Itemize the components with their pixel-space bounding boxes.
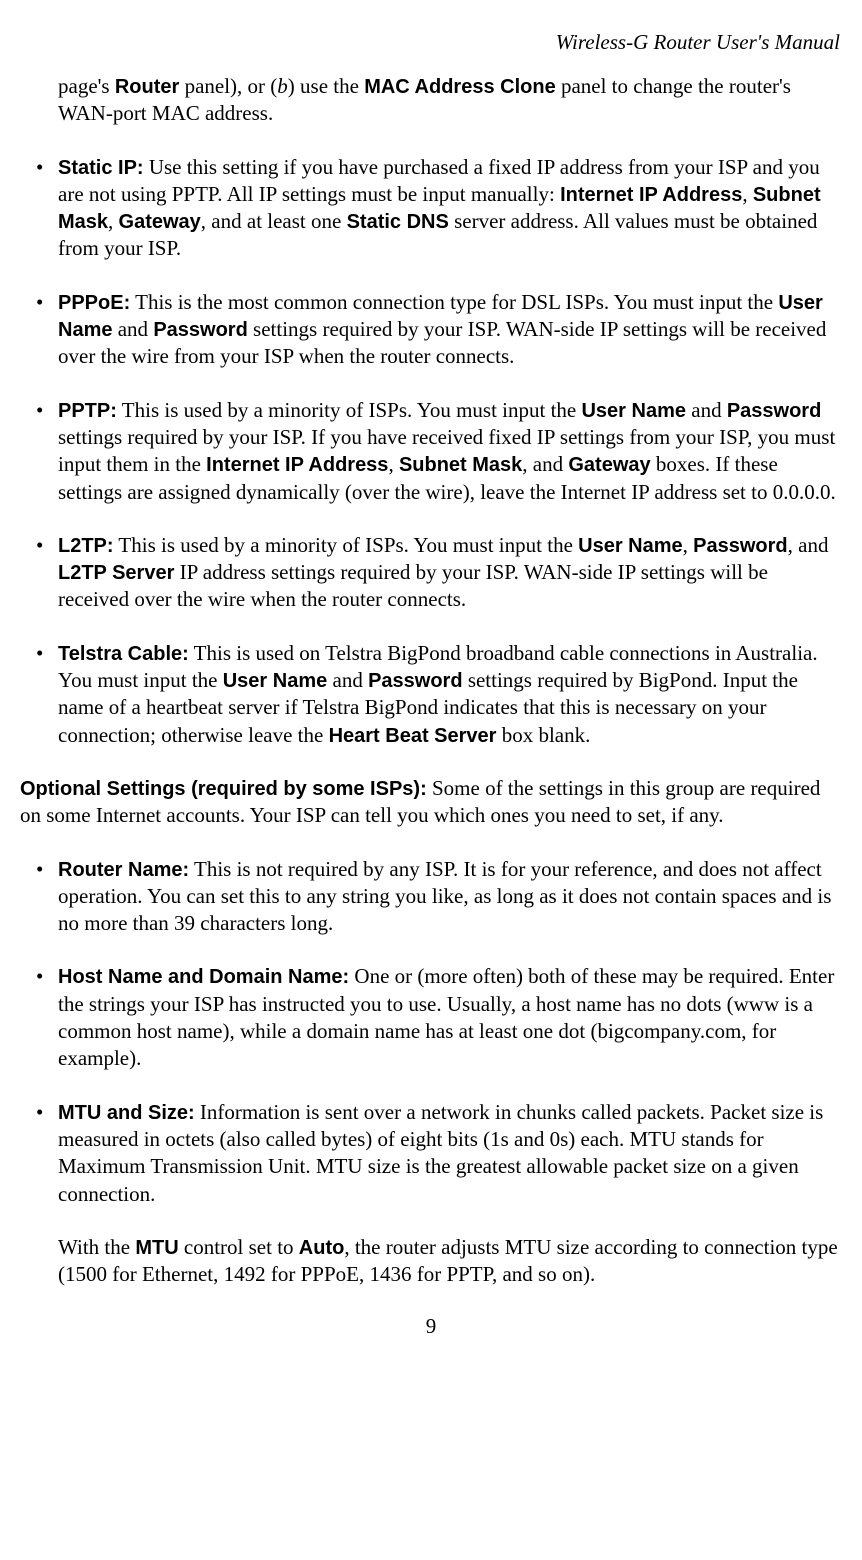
text: , bbox=[742, 182, 753, 206]
bold: MTU bbox=[135, 1237, 178, 1259]
bold: Auto bbox=[299, 1237, 345, 1259]
bold: Password bbox=[368, 670, 462, 692]
optional-settings-paragraph: Optional Settings (required by some ISPs… bbox=[20, 775, 842, 830]
bold: Internet IP Address bbox=[206, 454, 388, 476]
page-content: page's Router panel), or (b) use the MAC… bbox=[20, 73, 842, 1288]
bold: Gateway bbox=[568, 454, 650, 476]
bullet-label: Static IP: bbox=[58, 157, 144, 179]
bold: Static DNS bbox=[347, 211, 449, 233]
page-number: 9 bbox=[20, 1314, 842, 1339]
bold: Internet IP Address bbox=[560, 184, 742, 206]
bullet-label: Telstra Cable: bbox=[58, 643, 189, 665]
bold: User Name bbox=[578, 535, 683, 557]
page-header: Wireless-G Router User's Manual bbox=[20, 30, 842, 55]
optional-label: Optional Settings (required by some ISPs… bbox=[20, 778, 427, 800]
bullet-mtu-size: MTU and Size: Information is sent over a… bbox=[38, 1099, 842, 1208]
bullet-l2tp: L2TP: This is used by a minority of ISPs… bbox=[38, 532, 842, 614]
bullet-telstra: Telstra Cable: This is used on Telstra B… bbox=[38, 640, 842, 749]
bold: Password bbox=[693, 535, 787, 557]
text: , and bbox=[788, 533, 829, 557]
bullet-host-domain: Host Name and Domain Name: One or (more … bbox=[38, 963, 842, 1072]
text: , bbox=[108, 209, 119, 233]
text: and bbox=[686, 398, 727, 422]
bullet-label: PPTP: bbox=[58, 400, 117, 422]
text: , bbox=[683, 533, 694, 557]
bold: User Name bbox=[581, 400, 686, 422]
bullet-label: PPPoE: bbox=[58, 292, 130, 314]
bold: Subnet Mask bbox=[399, 454, 522, 476]
text: page's bbox=[58, 74, 115, 98]
text: ) use the bbox=[288, 74, 364, 98]
bullet-label: MTU and Size: bbox=[58, 1102, 195, 1124]
text: This is used by a minority of ISPs. You … bbox=[117, 398, 582, 422]
document-page: Wireless-G Router User's Manual page's R… bbox=[0, 0, 862, 1359]
text: With the bbox=[58, 1235, 135, 1259]
bullet-label: L2TP: bbox=[58, 535, 114, 557]
bold: L2TP Server bbox=[58, 562, 174, 584]
bullet-label: Host Name and Domain Name: bbox=[58, 966, 349, 988]
text: This is used by a minority of ISPs. You … bbox=[114, 533, 579, 557]
text: panel), or ( bbox=[179, 74, 277, 98]
bold: Heart Beat Server bbox=[329, 725, 497, 747]
text: and bbox=[112, 317, 153, 341]
bold: Gateway bbox=[119, 211, 201, 233]
text: This is the most common connection type … bbox=[130, 290, 778, 314]
text: , and at least one bbox=[201, 209, 347, 233]
bullet-label: Router Name: bbox=[58, 859, 189, 881]
text: control set to bbox=[179, 1235, 299, 1259]
bullet-static-ip: Static IP: Use this setting if you have … bbox=[38, 154, 842, 263]
bold: Password bbox=[727, 400, 821, 422]
bold-router: Router bbox=[115, 76, 179, 98]
text: box blank. bbox=[496, 723, 590, 747]
bold: Password bbox=[153, 319, 247, 341]
text: , and bbox=[522, 452, 568, 476]
text: , bbox=[388, 452, 399, 476]
bullet-pppoe: PPPoE: This is the most common connectio… bbox=[38, 289, 842, 371]
bullet-router-name: Router Name: This is not required by any… bbox=[38, 856, 842, 938]
bold-mac-clone: MAC Address Clone bbox=[364, 76, 556, 98]
continuation-paragraph: page's Router panel), or (b) use the MAC… bbox=[58, 73, 842, 128]
mtu-auto-paragraph: With the MTU control set to Auto, the ro… bbox=[58, 1234, 842, 1289]
bold: User Name bbox=[223, 670, 328, 692]
text: and bbox=[327, 668, 368, 692]
italic-b: b bbox=[277, 74, 288, 98]
bullet-pptp: PPTP: This is used by a minority of ISPs… bbox=[38, 397, 842, 506]
